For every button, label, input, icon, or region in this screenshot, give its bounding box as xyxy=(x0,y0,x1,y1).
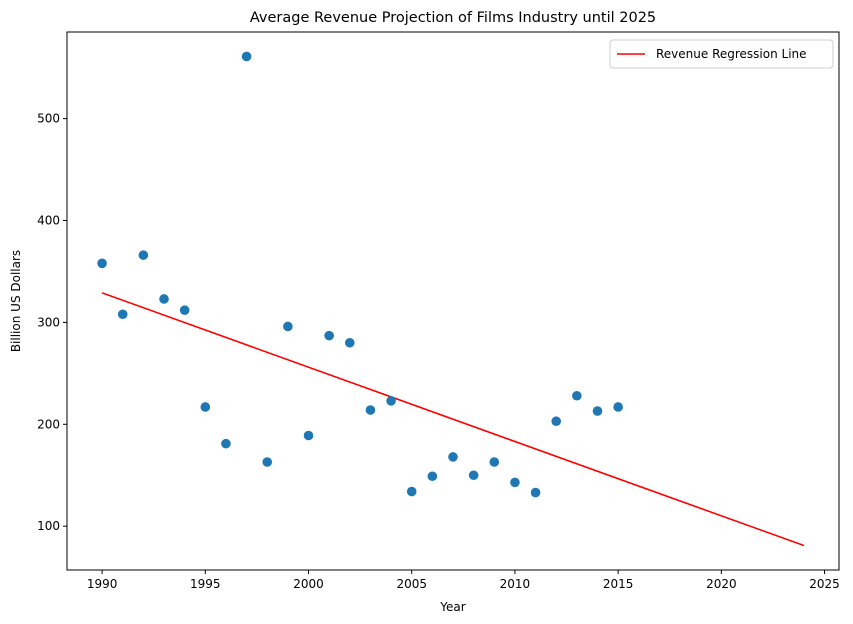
scatter-point xyxy=(592,406,603,416)
scatter-point xyxy=(138,250,149,260)
x-tick-label: 1995 xyxy=(190,577,221,591)
scatter-point xyxy=(344,337,355,348)
scatter-point xyxy=(468,470,479,481)
regression-line-layer xyxy=(101,292,805,547)
chart-title: Average Revenue Projection of Films Indu… xyxy=(250,10,656,26)
regression-line xyxy=(101,292,805,547)
plot-area xyxy=(66,31,840,571)
y-tick-label: 300 xyxy=(37,315,60,329)
scatter-point xyxy=(551,416,562,427)
x-axis-label: Year xyxy=(439,600,465,614)
x-tick-label: 1990 xyxy=(87,577,118,591)
scatter-point xyxy=(97,258,107,269)
scatter-point xyxy=(613,402,623,412)
scatter-point xyxy=(262,457,273,467)
scatter-point xyxy=(179,305,190,315)
x-axis: 1990 1995 2000 2005 2010 2015 2020 2025 xyxy=(87,570,840,591)
y-tick-label: 400 xyxy=(37,214,60,228)
scatter-point xyxy=(530,487,541,498)
x-tick-label: 2015 xyxy=(603,577,634,591)
scatter-points xyxy=(97,51,623,498)
scatter-point xyxy=(489,457,500,467)
plot-frame xyxy=(66,31,840,571)
x-tick-label: 2005 xyxy=(396,577,427,591)
x-tick-label: 2010 xyxy=(500,577,531,591)
legend-box xyxy=(609,39,834,69)
scatter-point xyxy=(427,471,438,482)
scatter-point xyxy=(159,294,169,304)
y-tick-label: 200 xyxy=(37,417,60,431)
x-tick-label: 2000 xyxy=(293,577,324,591)
scatter-point xyxy=(324,330,334,341)
legend: Revenue Regression Line xyxy=(609,39,834,69)
scatter-point xyxy=(117,309,128,320)
y-tick-label: 500 xyxy=(37,112,60,126)
legend-label: Revenue Regression Line xyxy=(656,47,807,61)
scatter-point xyxy=(406,486,417,497)
scatter-point xyxy=(221,438,231,449)
scatter-point xyxy=(241,51,252,62)
x-tick-label: 2025 xyxy=(809,577,840,591)
scatter-point xyxy=(448,452,458,462)
scatter-point xyxy=(365,405,376,415)
y-axis-label: Billion US Dollars xyxy=(9,250,23,352)
scatter-point xyxy=(386,396,396,406)
scatter-point xyxy=(283,321,293,332)
x-tick-label: 2020 xyxy=(706,577,737,591)
y-axis: 100 200 300 400 500 xyxy=(37,112,67,533)
scatter-point xyxy=(303,430,314,441)
scatter-point xyxy=(572,390,582,401)
y-tick-label: 100 xyxy=(37,519,60,533)
scatter-point xyxy=(200,402,211,412)
scatter-point xyxy=(510,477,520,488)
